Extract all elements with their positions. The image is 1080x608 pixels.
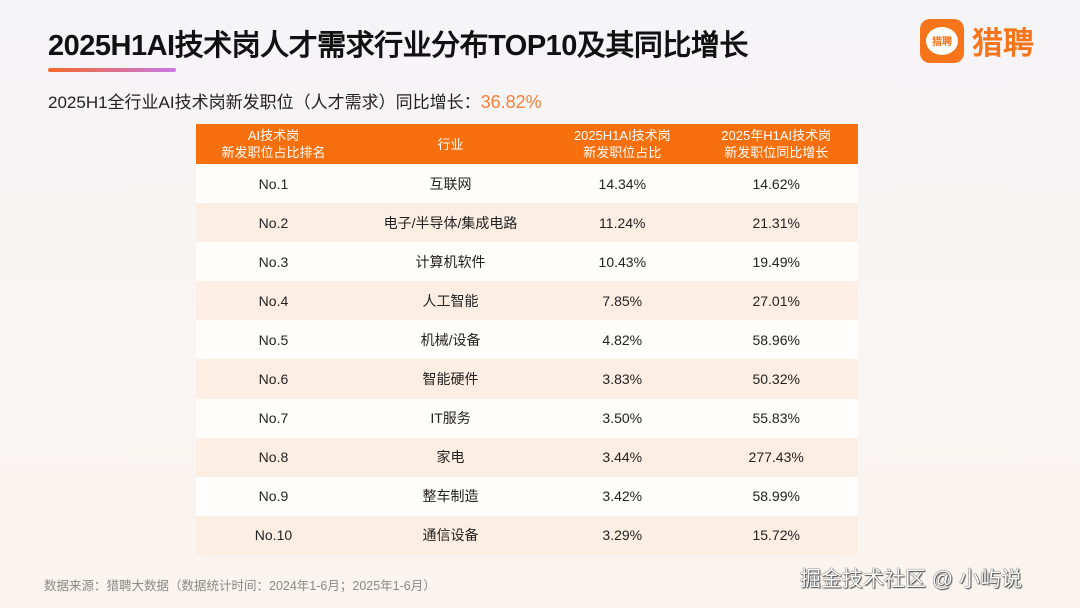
share-cell: 3.42% [550,476,695,516]
growth-cell: 58.96% [694,320,858,360]
data-source: 数据来源：猎聘大数据（数据统计时间：2024年1-6月；2025年1-6月） [44,579,436,593]
growth-cell: 27.01% [694,281,858,321]
growth-cell: 14.62% [694,164,858,204]
share-cell: 3.50% [550,398,695,438]
column-header: AI技术岗新发职位占比排名 [196,124,351,164]
rank-cell: No.8 [196,437,351,477]
subtitle: 2025H1全行业AI技术岗新发职位（人才需求）同比增长：36.82% [48,88,542,113]
title-underline [48,68,176,72]
table-row: No.2 电子/半导体/集成电路 11.24% 21.31% [196,203,858,243]
rank-cell: No.6 [196,359,351,399]
growth-cell: 55.83% [694,398,858,438]
subtitle-label: 2025H1全行业AI技术岗新发职位（人才需求）同比增长： [48,93,481,112]
table-row: No.4 人工智能 7.85% 27.01% [196,281,858,321]
growth-cell: 277.43% [694,437,858,477]
share-cell: 11.24% [550,203,695,243]
growth-cell: 50.32% [694,359,858,399]
share-cell: 14.34% [550,164,695,204]
column-header-line: 2025年H1AI技术岗 [721,128,832,143]
table-row: No.1 互联网 14.34% 14.62% [196,164,858,204]
watermark: 掘金技术社区 @ 小屿说 [800,568,1022,591]
growth-cell: 58.99% [694,476,858,516]
industry-cell: 人工智能 [350,281,551,321]
column-header-line: 2025H1AI技术岗 [573,128,671,143]
share-cell: 3.29% [550,515,695,555]
rank-cell: No.7 [196,398,351,438]
industry-cell: 整车制造 [350,476,551,516]
industry-cell: 通信设备 [350,515,551,555]
logo-badge-text: 猎聘 [926,26,958,55]
column-header-line: 新发职位占比排名 [221,145,326,160]
industry-cell: IT服务 [350,398,551,438]
column-header-line: 新发职位占比 [583,145,662,160]
column-header-line: AI技术岗 [247,128,300,143]
industry-cell: 计算机软件 [350,242,551,282]
table-row: No.6 智能硬件 3.83% 50.32% [196,359,858,399]
table-row: No.9 整车制造 3.42% 58.99% [196,476,858,516]
share-cell: 10.43% [550,242,695,282]
column-header: 2025H1AI技术岗 新发职位占比 [550,124,695,164]
rank-cell: No.4 [196,281,351,321]
share-cell: 3.44% [550,437,695,477]
subtitle-value: 36.82% [480,92,542,112]
share-cell: 4.82% [550,320,695,360]
table-row: No.5 机械/设备 4.82% 58.96% [196,320,858,360]
page-title: 2025H1AI技术岗人才需求行业分布TOP10及其同比增长 [48,30,748,62]
share-cell: 3.83% [550,359,695,399]
logo-text: 猎聘 [972,26,1034,61]
growth-cell: 19.49% [694,242,858,282]
growth-cell: 21.31% [694,203,858,243]
column-header-line: 行业 [437,136,464,152]
share-cell: 7.85% [550,281,695,321]
column-header: 行业 [350,124,551,164]
rank-cell: No.10 [196,515,351,555]
rank-cell: No.3 [196,242,351,282]
rank-cell: No.5 [196,320,351,360]
table-row: No.7 IT服务 3.50% 55.83% [196,398,858,438]
rank-cell: No.1 [196,164,351,204]
rank-cell: No.9 [196,476,351,516]
logo-badge-icon: 猎聘 [920,18,964,63]
industry-cell: 电子/半导体/集成电路 [350,203,551,243]
industry-cell: 家电 [350,437,551,477]
table-row: No.3 计算机软件 10.43% 19.49% [196,242,858,282]
column-header-line: 新发职位同比增长 [724,145,829,160]
industry-cell: 互联网 [350,164,551,204]
growth-cell: 15.72% [694,515,858,555]
industry-table: AI技术岗 新发职位占比排名 行业 2025H1AI技术岗 新发职位占比 2025年H1A… [196,124,858,555]
rank-cell: No.2 [196,203,351,243]
table-row: No.10 通信设备 3.29% 15.72% [196,515,858,555]
column-header: 2025年H1AI技术岗 新发职位同比增长 [694,124,858,164]
industry-cell: 机械/设备 [350,320,551,360]
industry-cell: 智能硬件 [350,359,551,399]
table-row: No.8 家电 3.44% 277.43% [196,437,858,477]
liepin-logo: 猎聘 猎聘 [920,18,1034,63]
table-header-row: AI技术岗 新发职位占比排名 行业 2025H1AI技术岗 新发职位占比 2025年H1A… [196,124,858,164]
